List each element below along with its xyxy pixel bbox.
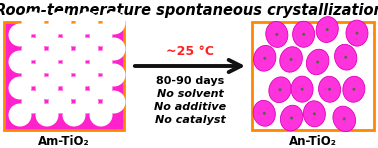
Circle shape [352,88,355,91]
Circle shape [102,90,125,114]
Circle shape [76,37,99,61]
Text: 80-90 days: 80-90 days [156,76,224,86]
Circle shape [343,117,346,120]
Ellipse shape [306,49,329,75]
Circle shape [326,28,329,31]
Circle shape [102,12,125,34]
Circle shape [36,50,59,74]
Circle shape [290,117,293,120]
Ellipse shape [335,44,357,70]
Ellipse shape [253,100,275,126]
Text: No additive: No additive [154,102,226,112]
Text: ~25 °C: ~25 °C [166,45,214,58]
Circle shape [355,32,358,35]
Circle shape [263,57,266,60]
Circle shape [62,103,85,127]
Circle shape [302,33,305,36]
Ellipse shape [333,106,356,132]
Circle shape [290,58,293,61]
Circle shape [90,77,113,99]
Circle shape [62,50,85,74]
Ellipse shape [269,77,291,103]
Circle shape [301,88,304,91]
Circle shape [90,50,113,74]
Ellipse shape [293,21,314,47]
Ellipse shape [266,21,288,47]
Ellipse shape [346,20,368,46]
Circle shape [48,37,71,61]
Bar [4,22,124,130]
Text: Room-temperature spontaneous crystallization: Room-temperature spontaneous crystalliza… [0,3,378,18]
Circle shape [22,37,45,61]
Circle shape [62,77,85,99]
Circle shape [22,12,45,34]
Circle shape [8,103,31,127]
Circle shape [90,24,113,46]
Ellipse shape [280,105,303,131]
Circle shape [316,61,319,63]
Circle shape [90,103,113,127]
Circle shape [8,77,31,99]
Circle shape [62,24,85,46]
Circle shape [328,88,331,91]
Ellipse shape [291,76,313,102]
Text: An-TiO₂: An-TiO₂ [289,135,337,148]
Ellipse shape [319,76,341,102]
Bar [252,22,374,130]
Text: Am-TiO₂: Am-TiO₂ [38,135,90,148]
Circle shape [344,56,347,59]
Ellipse shape [343,76,365,102]
Circle shape [36,77,59,99]
Circle shape [263,112,266,115]
Text: No catalyst: No catalyst [155,115,225,125]
Text: No solvent: No solvent [156,89,223,99]
Circle shape [102,63,125,86]
Circle shape [48,63,71,86]
Circle shape [22,63,45,86]
Circle shape [76,90,99,114]
Ellipse shape [316,17,338,42]
Circle shape [313,112,316,115]
Circle shape [22,90,45,114]
Circle shape [36,24,59,46]
Circle shape [36,103,59,127]
Circle shape [48,90,71,114]
Circle shape [8,50,31,74]
Circle shape [76,63,99,86]
Circle shape [8,24,31,46]
Circle shape [48,12,71,34]
Ellipse shape [303,101,325,127]
Ellipse shape [280,47,302,72]
Circle shape [102,37,125,61]
Circle shape [279,88,282,91]
Ellipse shape [254,45,276,71]
Circle shape [275,33,278,36]
Circle shape [76,12,99,34]
